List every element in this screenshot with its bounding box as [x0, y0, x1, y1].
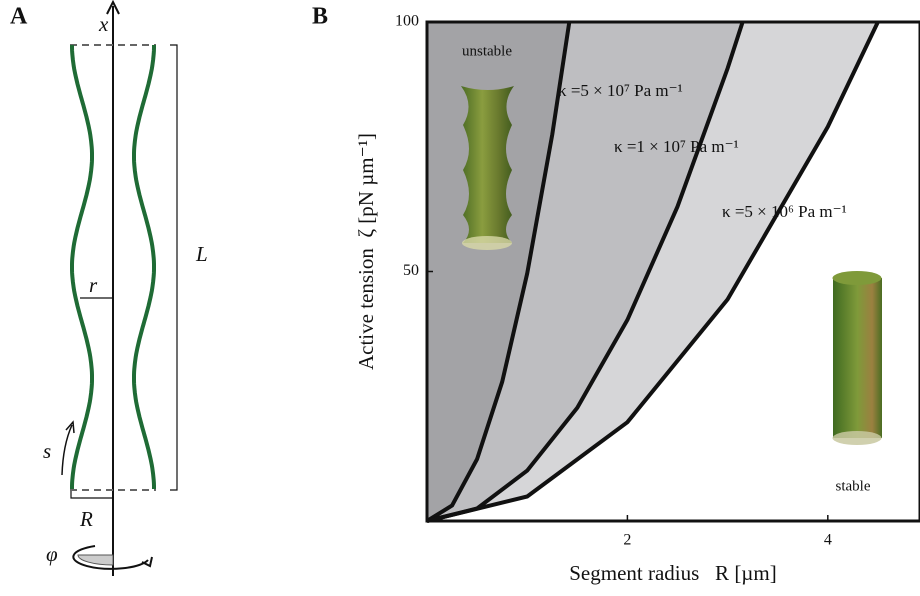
membrane — [70, 45, 94, 489]
cylinder-cap — [832, 431, 882, 445]
y-tick-label: 50 — [403, 262, 419, 279]
arc-arrow — [61, 424, 73, 476]
threshold-curve — [426, 21, 880, 523]
arc-label: s — [43, 439, 51, 463]
y-axis-label: Active tension ζ [pN µm⁻¹] — [354, 133, 378, 370]
region-label: unstable — [462, 43, 512, 59]
threshold-curve — [425, 21, 572, 523]
x-tick-label: 2 — [623, 532, 631, 549]
radius-label: r — [89, 273, 98, 297]
curve-label: κ =5 × 10⁷ Pa m⁻¹ — [558, 81, 683, 100]
x-axis-label: Segment radius R [µm] — [569, 561, 777, 585]
arc-arrowhead — [65, 420, 75, 434]
cylinder-cap — [832, 271, 882, 285]
axis-arrow — [106, 0, 120, 15]
plot: κ =5 × 10⁷ Pa m⁻¹ κ =1 × 10⁷ Pa m⁻¹ κ =5 ×… — [354, 13, 920, 585]
radius-bracket — [70, 491, 113, 499]
region-label: stable — [836, 478, 871, 494]
x-tick-label: 4 — [824, 532, 832, 549]
axis-label: x — [98, 12, 109, 36]
panel-label: A — [10, 4, 28, 30]
threshold-curve — [426, 21, 745, 523]
curve-label: κ =1 × 10⁷ Pa m⁻¹ — [614, 137, 739, 156]
panel-label: B — [312, 4, 328, 30]
angle-label: φ — [46, 542, 58, 566]
stable-cylinder — [833, 278, 882, 438]
y-tick-label: 100 — [395, 13, 419, 30]
region — [427, 22, 570, 521]
curve-label: κ =5 × 10⁶ Pa m⁻¹ — [722, 202, 847, 221]
rotation-arrowhead — [141, 556, 153, 568]
cylinder-cap — [462, 236, 512, 250]
length-label: L — [195, 242, 208, 266]
panel-a: A x r L s R φ — [10, 0, 208, 576]
length-bracket — [170, 44, 178, 491]
unstable-cylinder — [461, 86, 514, 243]
segment-radius-label: R — [79, 507, 93, 531]
angle-sector — [77, 554, 114, 566]
rotation-arrow — [72, 545, 149, 570]
membrane — [132, 45, 156, 489]
